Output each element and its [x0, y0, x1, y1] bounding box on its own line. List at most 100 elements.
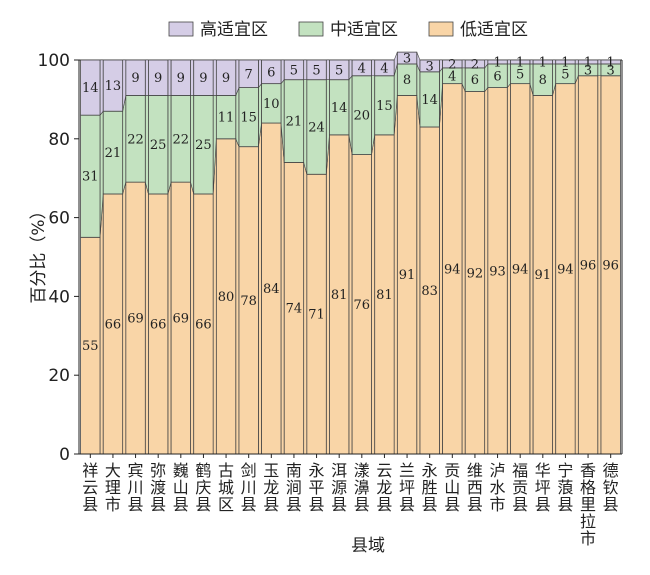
bar-2-19: [510, 59, 531, 65]
bar-value-label: 11: [218, 111, 235, 126]
bar-value-label: 94: [444, 262, 461, 277]
segment-labels: 5531146621136922966259692296625980119781…: [82, 52, 619, 355]
connector-0-10: [325, 134, 330, 455]
connector-0-2: [144, 182, 149, 455]
bar-2-12: [351, 59, 372, 77]
bar-2-21: [555, 59, 576, 65]
bar-value-label: 9: [131, 71, 139, 86]
bar-value-label: 2: [448, 57, 456, 72]
x-axis-title: 县域: [351, 536, 385, 556]
bar-value-label: 24: [308, 120, 325, 135]
bar-2-11: [329, 59, 350, 81]
bar-value-label: 8: [403, 73, 411, 88]
bar-2-17: [464, 59, 486, 69]
connector-2-5: [212, 59, 217, 96]
x-tick-label: 云龙县: [376, 461, 392, 514]
connector-0-12: [371, 134, 376, 455]
bar-2-16: [442, 59, 463, 69]
bar-2-20: [532, 59, 553, 65]
y-tick-label: 20: [48, 366, 70, 386]
connector-1-6: [235, 87, 240, 147]
connector-0-15: [439, 83, 443, 455]
legend-swatch: [428, 21, 454, 37]
bar-2-4: [170, 59, 191, 96]
connector-0-19: [529, 83, 534, 455]
connector-0-14: [416, 95, 421, 455]
bar-2-13: [374, 59, 395, 77]
connector-1-22: [597, 63, 602, 77]
bar-value-label: 80: [218, 290, 235, 305]
bar-value-label: 14: [421, 93, 438, 108]
x-axis: 祥云县大理市宾川县弥渡县巍山县鹤庆县古城区剑川县玉龙县南涧县永平县洱源县漾濞县云…: [79, 453, 622, 548]
connector-0-4: [190, 182, 195, 455]
bar-2-3: [148, 59, 169, 96]
bar-value-label: 96: [602, 258, 619, 273]
connector-0-9: [303, 162, 308, 455]
bar-value-label: 10: [263, 97, 280, 112]
bar-value-label: 15: [376, 99, 393, 114]
connector-1-2: [144, 95, 149, 195]
bar-value-label: 14: [82, 81, 99, 96]
connector-2-0: [99, 59, 104, 117]
connector-2-19: [529, 59, 534, 65]
connector-0-20: [552, 83, 557, 455]
connector-0-3: [167, 182, 172, 455]
bar-2-0: [80, 59, 101, 116]
x-tick-label: 漾濞县: [354, 461, 370, 514]
bar-value-label: 1: [607, 55, 615, 70]
connector-2-9: [303, 59, 308, 80]
bar-value-label: 21: [286, 115, 303, 130]
bar-value-label: 92: [467, 266, 484, 281]
bar-2-1: [102, 59, 124, 112]
x-tick-label: 永平县: [309, 461, 325, 514]
bar-value-label: 7: [245, 67, 253, 82]
bar-value-label: 4: [358, 61, 366, 76]
bar-value-label: 66: [105, 317, 122, 332]
x-tick-label: 弥渡县: [150, 461, 166, 514]
bar-2-2: [125, 59, 146, 96]
connector-0-17: [484, 86, 489, 455]
bar-value-label: 14: [331, 101, 348, 116]
x-tick-label: 福贡县: [512, 461, 528, 514]
bar-value-label: 84: [263, 282, 280, 297]
bar-value-label: 71: [308, 308, 325, 323]
bar-2-5: [193, 59, 214, 96]
connector-0-11: [348, 134, 353, 455]
bar-2-23: [600, 59, 621, 65]
bar-value-label: 5: [290, 63, 298, 78]
bar-value-label: 3: [584, 63, 592, 78]
connector-1-9: [303, 79, 308, 175]
bar-value-label: 91: [399, 268, 416, 283]
bar-value-label: 13: [105, 79, 122, 94]
bar-value-label: 1: [539, 55, 547, 70]
bar-value-label: 25: [150, 138, 167, 153]
bar-value-label: 31: [82, 170, 99, 185]
x-tick-label: 兰坪县: [399, 461, 415, 514]
bar-2-15: [419, 59, 440, 73]
bar-value-label: 69: [173, 312, 190, 327]
bar-2-10: [306, 59, 327, 81]
bar-value-label: 55: [82, 339, 99, 354]
connector-0-6: [235, 138, 240, 455]
x-tick-label: 华坪县: [535, 461, 551, 514]
connector-0-7: [258, 123, 262, 455]
connector-2-21: [574, 59, 579, 65]
legend-label: 低适宜区: [460, 20, 528, 40]
bar-value-label: 22: [173, 132, 190, 147]
x-tick-label: 巍山县: [173, 461, 189, 514]
connector-2-2: [144, 59, 149, 96]
bar-value-label: 83: [421, 284, 438, 299]
connector-2-3: [167, 59, 172, 96]
bar-value-label: 5: [561, 67, 569, 82]
bar-value-label: 9: [154, 71, 162, 86]
bar-value-label: 74: [286, 302, 303, 317]
bar-value-label: 6: [493, 69, 501, 84]
bar-value-label: 8: [539, 73, 547, 88]
bar-value-label: 9: [177, 71, 185, 86]
bar-value-label: 15: [240, 111, 257, 126]
bar-2-14: [396, 51, 418, 65]
x-tick-label: 大理市: [105, 461, 121, 514]
connector-2-16: [461, 59, 466, 69]
bar-2-18: [487, 59, 508, 65]
bar-value-label: 4: [380, 61, 388, 76]
